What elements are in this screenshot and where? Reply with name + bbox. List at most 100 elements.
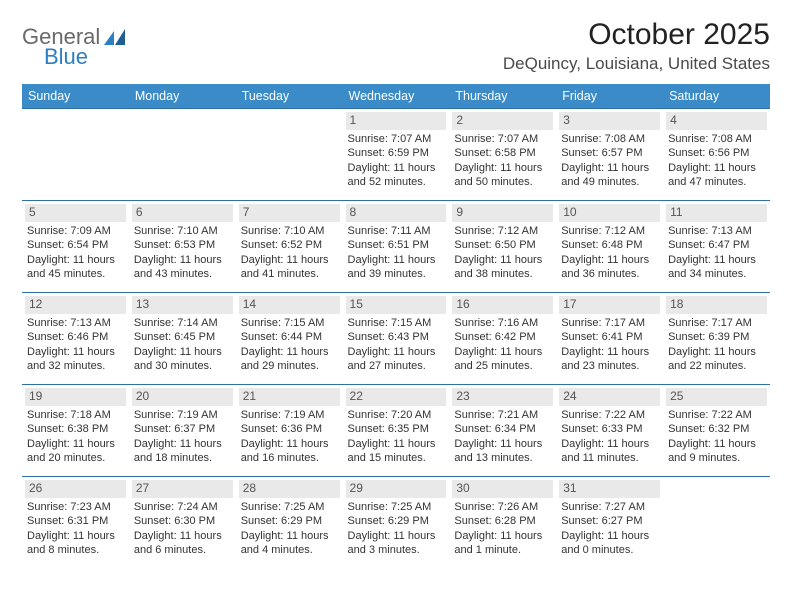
calendar-day-cell: 29Sunrise: 7:25 AMSunset: 6:29 PMDayligh…	[343, 477, 450, 569]
sunset-text: Sunset: 6:31 PM	[27, 514, 124, 529]
sunset-text: Sunset: 6:41 PM	[561, 330, 658, 345]
calendar-day-cell: 18Sunrise: 7:17 AMSunset: 6:39 PMDayligh…	[663, 293, 770, 385]
calendar-day-cell: 26Sunrise: 7:23 AMSunset: 6:31 PMDayligh…	[22, 477, 129, 569]
day-details: Sunrise: 7:19 AMSunset: 6:36 PMDaylight:…	[239, 408, 340, 466]
sunset-text: Sunset: 6:47 PM	[668, 238, 765, 253]
daylight-text: Daylight: 11 hours and 27 minutes.	[348, 345, 445, 374]
location-subtitle: DeQuincy, Louisiana, United States	[503, 54, 770, 74]
sunset-text: Sunset: 6:35 PM	[348, 422, 445, 437]
sunset-text: Sunset: 6:44 PM	[241, 330, 338, 345]
day-details: Sunrise: 7:13 AMSunset: 6:47 PMDaylight:…	[666, 224, 767, 282]
sunrise-text: Sunrise: 7:11 AM	[348, 224, 445, 239]
day-number: 10	[559, 204, 660, 222]
day-details: Sunrise: 7:23 AMSunset: 6:31 PMDaylight:…	[25, 500, 126, 558]
day-number: 28	[239, 480, 340, 498]
sunrise-text: Sunrise: 7:14 AM	[134, 316, 231, 331]
daylight-text: Daylight: 11 hours and 4 minutes.	[241, 529, 338, 558]
calendar-day-cell: 17Sunrise: 7:17 AMSunset: 6:41 PMDayligh…	[556, 293, 663, 385]
day-number: 17	[559, 296, 660, 314]
day-number: 27	[132, 480, 233, 498]
calendar-page: General Blue October 2025 DeQuincy, Loui…	[0, 0, 792, 569]
sunrise-text: Sunrise: 7:10 AM	[241, 224, 338, 239]
sunrise-text: Sunrise: 7:22 AM	[561, 408, 658, 423]
day-number: 16	[452, 296, 553, 314]
calendar-day-cell: 19 Sunrise: 7:18 AMSunset: 6:38 PMDayligh…	[22, 385, 129, 477]
sunrise-text: Sunrise: 7:07 AM	[348, 132, 445, 147]
day-number: 29	[346, 480, 447, 498]
calendar-day-cell: 4Sunrise: 7:08 AMSunset: 6:56 PMDaylight…	[663, 109, 770, 201]
day-header-row: Sunday Monday Tuesday Wednesday Thursday…	[22, 84, 770, 109]
sunset-text: Sunset: 6:38 PM	[27, 422, 124, 437]
daylight-text: Daylight: 11 hours and 34 minutes.	[668, 253, 765, 282]
daylight-text: Daylight: 11 hours and 11 minutes.	[561, 437, 658, 466]
sunset-text: Sunset: 6:28 PM	[454, 514, 551, 529]
day-details: Sunrise: 7:10 AMSunset: 6:53 PMDaylight:…	[132, 224, 233, 282]
calendar-day-cell: 6Sunrise: 7:10 AMSunset: 6:53 PMDaylight…	[129, 201, 236, 293]
day-details: Sunrise: 7:09 AMSunset: 6:54 PMDaylight:…	[25, 224, 126, 282]
daylight-text: Daylight: 11 hours and 22 minutes.	[668, 345, 765, 374]
day-header: Friday	[556, 84, 663, 109]
daylight-text: Daylight: 11 hours and 32 minutes.	[27, 345, 124, 374]
daylight-text: Daylight: 11 hours and 45 minutes.	[27, 253, 124, 282]
daylight-text: Daylight: 11 hours and 47 minutes.	[668, 161, 765, 190]
calendar-day-cell: 7 Sunrise: 7:10 AMSunset: 6:52 PMDaylight…	[236, 201, 343, 293]
day-details: Sunrise: 7:16 AMSunset: 6:42 PMDaylight:…	[452, 316, 553, 374]
daylight-text: Daylight: 11 hours and 0 minutes.	[561, 529, 658, 558]
day-number: 3	[559, 112, 660, 130]
day-details: Sunrise: 7:12 AMSunset: 6:50 PMDaylight:…	[452, 224, 553, 282]
sunset-text: Sunset: 6:34 PM	[454, 422, 551, 437]
daylight-text: Daylight: 11 hours and 15 minutes.	[348, 437, 445, 466]
sunset-text: Sunset: 6:58 PM	[454, 146, 551, 161]
daylight-text: Daylight: 11 hours and 50 minutes.	[454, 161, 551, 190]
sunrise-text: Sunrise: 7:19 AM	[241, 408, 338, 423]
sunrise-text: Sunrise: 7:19 AM	[134, 408, 231, 423]
sunrise-text: Sunrise: 7:15 AM	[348, 316, 445, 331]
day-header: Thursday	[449, 84, 556, 109]
sunrise-text: Sunrise: 7:25 AM	[241, 500, 338, 515]
day-number: 19	[25, 388, 126, 406]
sunset-text: Sunset: 6:39 PM	[668, 330, 765, 345]
calendar-day-cell: 5Sunrise: 7:09 AMSunset: 6:54 PMDaylight…	[22, 201, 129, 293]
daylight-text: Daylight: 11 hours and 6 minutes.	[134, 529, 231, 558]
calendar-day-cell: 16 Sunrise: 7:16 AMSunset: 6:42 PMDayligh…	[449, 293, 556, 385]
day-header: Wednesday	[343, 84, 450, 109]
calendar-day-cell	[22, 109, 129, 201]
sunset-text: Sunset: 6:57 PM	[561, 146, 658, 161]
daylight-text: Daylight: 11 hours and 36 minutes.	[561, 253, 658, 282]
sunset-text: Sunset: 6:29 PM	[241, 514, 338, 529]
logo-word-2: Blue	[44, 44, 88, 70]
day-number: 7	[239, 204, 340, 222]
sunset-text: Sunset: 6:27 PM	[561, 514, 658, 529]
day-details: Sunrise: 7:07 AMSunset: 6:59 PMDaylight:…	[346, 132, 447, 190]
calendar-day-cell: 21Sunrise: 7:19 AMSunset: 6:36 PMDayligh…	[236, 385, 343, 477]
calendar-day-cell: 31Sunrise: 7:27 AMSunset: 6:27 PMDayligh…	[556, 477, 663, 569]
sunrise-text: Sunrise: 7:22 AM	[668, 408, 765, 423]
calendar-day-cell: 1Sunrise: 7:07 AMSunset: 6:59 PMDaylight…	[343, 109, 450, 201]
day-details: Sunrise: 7:13 AMSunset: 6:46 PMDaylight:…	[25, 316, 126, 374]
calendar-day-cell: 14 Sunrise: 7:15 AMSunset: 6:44 PMDayligh…	[236, 293, 343, 385]
day-details: Sunrise: 7:12 AMSunset: 6:48 PMDaylight:…	[559, 224, 660, 282]
sunset-text: Sunset: 6:59 PM	[348, 146, 445, 161]
title-block: October 2025 DeQuincy, Louisiana, United…	[503, 18, 770, 74]
day-header: Sunday	[22, 84, 129, 109]
day-details: Sunrise: 7:14 AMSunset: 6:45 PMDaylight:…	[132, 316, 233, 374]
day-number: 14	[239, 296, 340, 314]
day-details: Sunrise: 7:19 AMSunset: 6:37 PMDaylight:…	[132, 408, 233, 466]
day-details: Sunrise: 7:18 AMSunset: 6:38 PMDaylight:…	[25, 408, 126, 466]
calendar-day-cell: 23Sunrise: 7:21 AMSunset: 6:34 PMDayligh…	[449, 385, 556, 477]
calendar-day-cell: 25Sunrise: 7:22 AMSunset: 6:32 PMDayligh…	[663, 385, 770, 477]
day-number: 18	[666, 296, 767, 314]
calendar-week-row: 5Sunrise: 7:09 AMSunset: 6:54 PMDaylight…	[22, 201, 770, 293]
calendar-day-cell	[129, 109, 236, 201]
day-number: 22	[346, 388, 447, 406]
day-number: 30	[452, 480, 553, 498]
day-details: Sunrise: 7:15 AMSunset: 6:44 PMDaylight:…	[239, 316, 340, 374]
logo: General Blue	[22, 24, 128, 50]
sunrise-text: Sunrise: 7:24 AM	[134, 500, 231, 515]
calendar-day-cell: 2Sunrise: 7:07 AMSunset: 6:58 PMDaylight…	[449, 109, 556, 201]
daylight-text: Daylight: 11 hours and 41 minutes.	[241, 253, 338, 282]
sunset-text: Sunset: 6:56 PM	[668, 146, 765, 161]
day-details: Sunrise: 7:10 AMSunset: 6:52 PMDaylight:…	[239, 224, 340, 282]
daylight-text: Daylight: 11 hours and 25 minutes.	[454, 345, 551, 374]
sunset-text: Sunset: 6:54 PM	[27, 238, 124, 253]
